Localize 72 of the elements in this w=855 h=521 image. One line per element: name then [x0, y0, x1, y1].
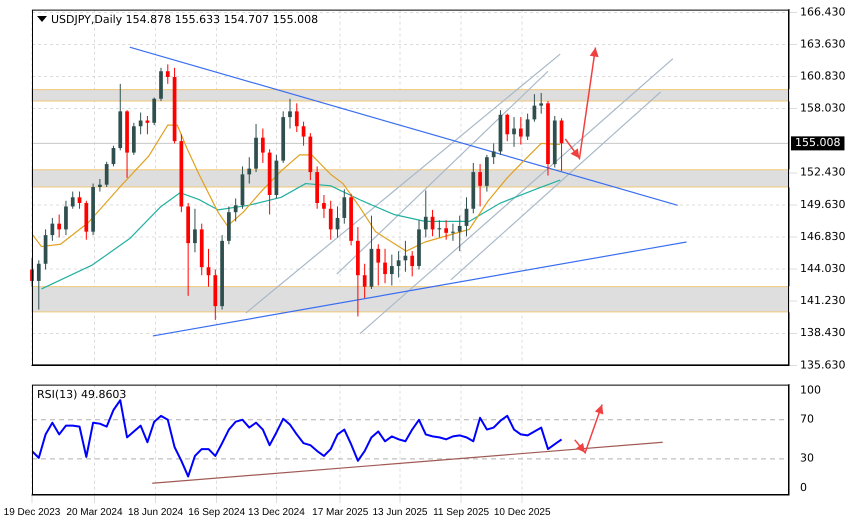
candlestick — [458, 215, 462, 252]
candlestick — [560, 118, 564, 172]
y-tick-label: 141.230 — [800, 294, 846, 308]
candlestick — [512, 116, 516, 148]
x-tick-label: 11 Sep 2025 — [433, 506, 490, 518]
y-tick-label: 163.630 — [800, 37, 846, 50]
y-tick-label: 0 — [800, 481, 807, 494]
candlestick — [444, 220, 448, 240]
y-tick-label: 149.630 — [800, 198, 846, 211]
x-tick-label: 19 Dec 2023 — [4, 506, 61, 518]
x-tick-label: 17 Mar 2025 — [312, 506, 369, 518]
candlestick — [336, 206, 340, 238]
candlestick — [383, 248, 387, 284]
chart-title: USDJPY,Daily 154.878 155.633 154.707 155.008 — [51, 12, 318, 26]
candlestick — [36, 260, 41, 310]
x-tick-label: 20 Mar 2024 — [66, 506, 123, 518]
x-tick-label: 13 Jun 2025 — [372, 506, 428, 518]
ref-line-label: 155.008 — [795, 136, 840, 150]
candlestick — [505, 113, 510, 142]
candlestick — [410, 250, 414, 277]
candlestick — [138, 112, 142, 135]
candlestick — [104, 161, 109, 188]
candlestick — [302, 121, 306, 146]
candlestick — [64, 200, 68, 236]
candlestick — [112, 145, 116, 167]
candlestick — [342, 188, 346, 224]
y-tick-label: 146.830 — [800, 230, 846, 243]
candlestick — [437, 220, 442, 238]
candlestick — [328, 200, 333, 240]
candlestick — [376, 244, 380, 286]
y-tick-label: 135.630 — [800, 358, 846, 372]
x-tick-label: 18 Jun 2024 — [128, 506, 184, 518]
x-tick-label: 10 Dec 2025 — [494, 506, 551, 518]
candlestick — [146, 115, 150, 135]
candlestick — [57, 214, 62, 238]
candlestick — [464, 196, 468, 237]
candlestick — [492, 142, 496, 165]
y-tick-label: 144.030 — [800, 262, 846, 276]
candlestick — [288, 98, 292, 130]
candlestick — [478, 164, 482, 207]
y-tick-label: 100 — [800, 383, 821, 396]
candlestick — [390, 254, 394, 286]
y-tick-label: 70 — [800, 412, 814, 426]
candlestick — [78, 191, 82, 210]
candlestick — [98, 178, 102, 192]
candlestick — [451, 223, 455, 242]
y-tick-label: 138.430 — [800, 326, 846, 340]
chart-title: RSI(13) 49.8603 — [37, 388, 126, 401]
candlestick — [424, 190, 428, 238]
candlestick — [50, 217, 54, 242]
y-tick-label: 160.830 — [800, 69, 846, 82]
candlestick — [526, 113, 530, 141]
y-tick-label: 166.430 — [800, 5, 846, 18]
x-tick-label: 13 Dec 2024 — [248, 506, 306, 518]
candlestick — [322, 194, 326, 218]
candlestick — [518, 116, 523, 146]
candlestick — [206, 248, 210, 288]
candlestick — [247, 156, 252, 184]
candlestick — [193, 208, 197, 253]
candlestick — [166, 64, 170, 84]
candlestick — [362, 263, 367, 299]
candlestick — [294, 102, 299, 132]
candlestick — [404, 240, 408, 272]
candlestick — [396, 250, 400, 278]
candlestick — [532, 94, 536, 122]
x-tick-label: 16 Sep 2024 — [188, 506, 246, 518]
candlestick — [430, 209, 434, 237]
candlestick — [260, 128, 265, 164]
y-tick-label: 152.430 — [800, 166, 846, 179]
y-tick-label: 158.030 — [800, 102, 846, 115]
y-tick-label: 30 — [800, 452, 814, 465]
candlestick — [70, 191, 75, 210]
